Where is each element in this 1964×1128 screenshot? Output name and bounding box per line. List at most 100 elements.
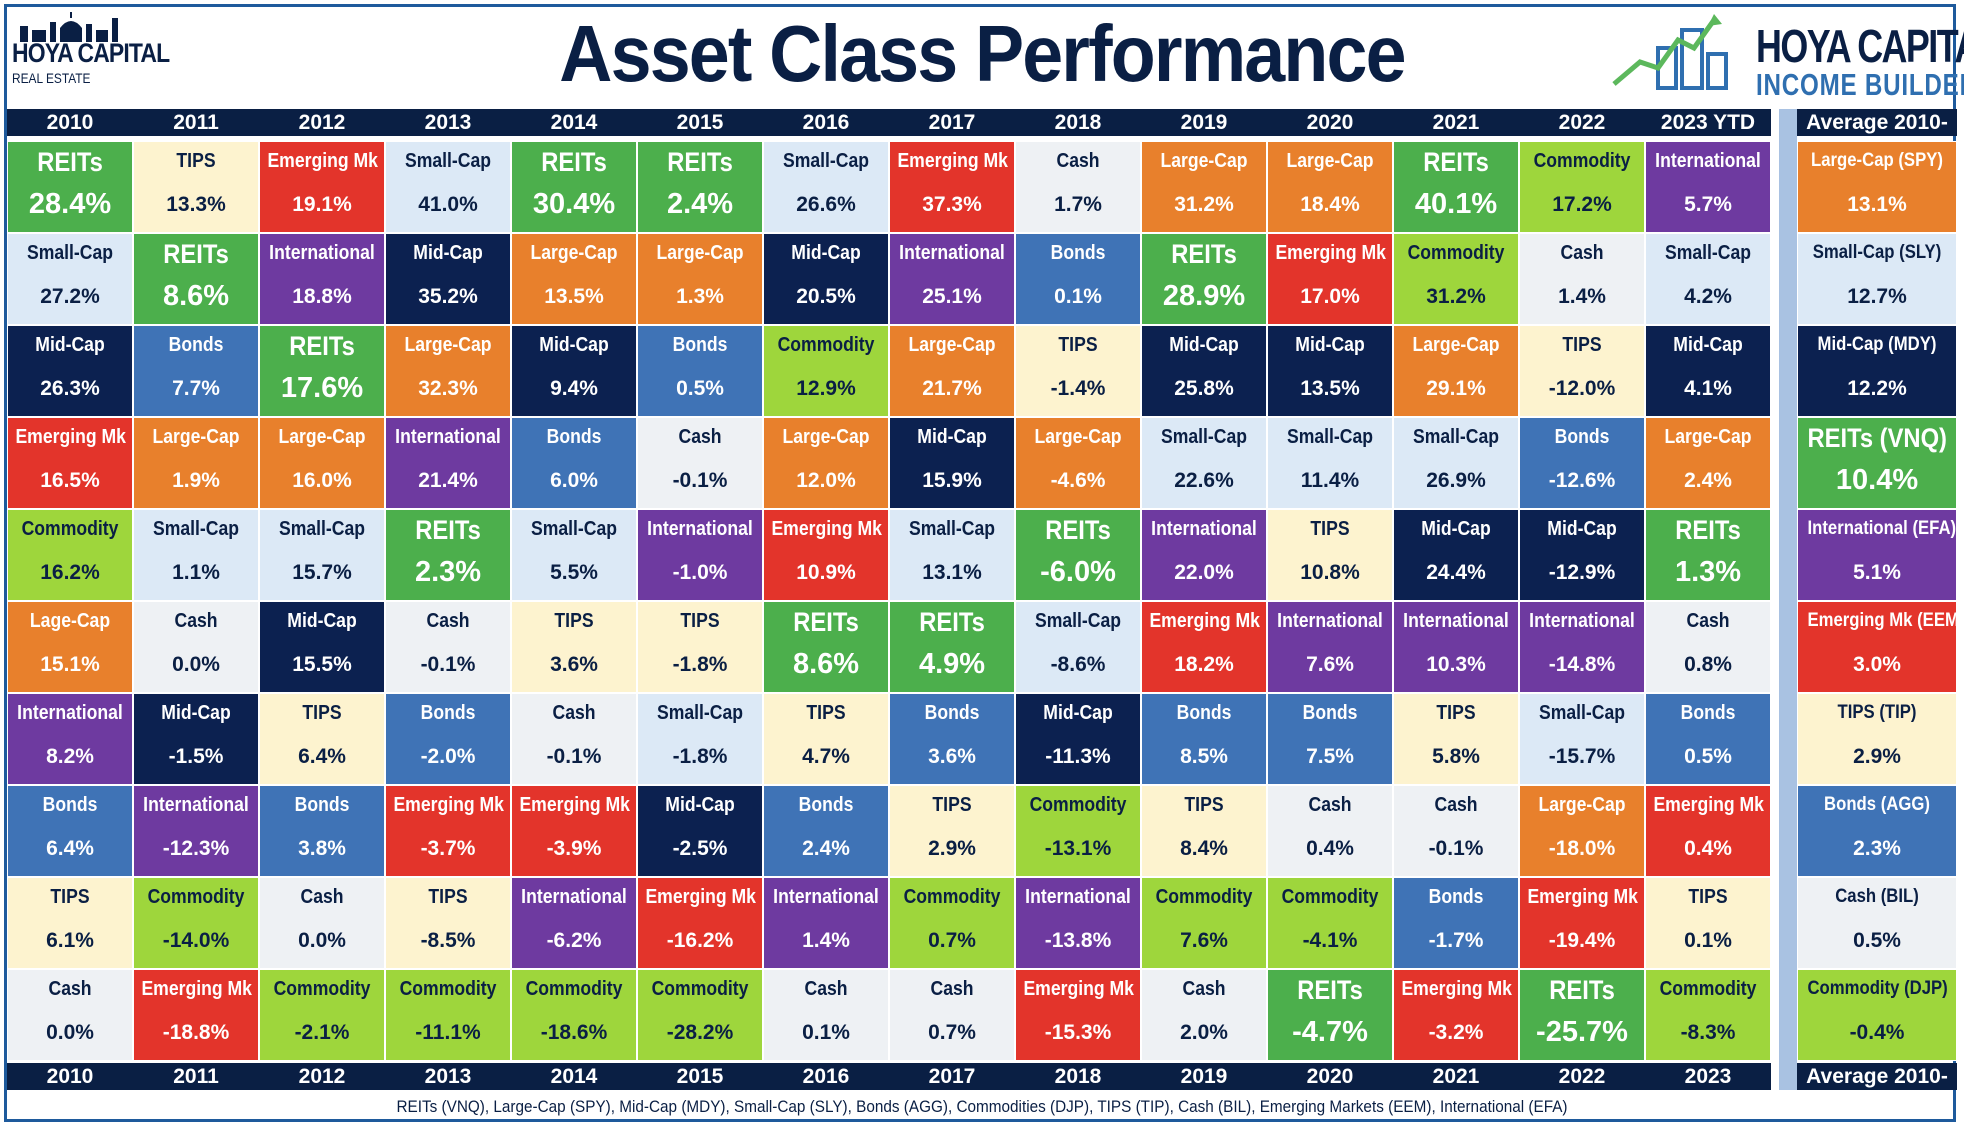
asset-cell: TIPS 10.8%: [1267, 509, 1393, 601]
asset-cell: Small-Cap 15.7%: [259, 509, 385, 601]
footer-legend: REITs (VNQ), Large-Cap (SPY), Mid-Cap (M…: [396, 1097, 1568, 1116]
asset-return: 22.6%: [1174, 469, 1234, 492]
asset-cell: Mid-Cap -11.3%: [1015, 693, 1141, 785]
asset-cell: REITs 40.1%: [1393, 141, 1519, 233]
asset-label: Cash: [678, 426, 722, 448]
asset-cell: Small-Cap 1.1%: [133, 509, 259, 601]
asset-label: Bonds: [924, 702, 980, 724]
asset-label: Bonds: [546, 426, 602, 448]
asset-cell: REITs -6.0%: [1015, 509, 1141, 601]
year-header-top: 2016: [763, 109, 889, 136]
asset-label: Bonds: [42, 794, 98, 816]
asset-cell: Mid-Cap -2.5%: [637, 785, 763, 877]
asset-return: -1.5%: [168, 745, 224, 768]
asset-label: REITs: [1171, 239, 1237, 269]
asset-label: TIPS: [1562, 334, 1602, 356]
year-header-top: 2011: [133, 109, 259, 136]
asset-cell: Bonds -12.6%: [1519, 417, 1645, 509]
asset-label: Mid-Cap: [791, 242, 861, 264]
logo-left-sub: REAL ESTATE: [12, 70, 91, 86]
average-divider: [1779, 109, 1797, 1090]
asset-cell: Mid-Cap 20.5%: [763, 233, 889, 325]
asset-cell: Large-Cap 1.9%: [133, 417, 259, 509]
asset-cell: International 25.1%: [889, 233, 1015, 325]
asset-cell: Commodity 7.6%: [1141, 877, 1267, 969]
asset-return: 3.8%: [298, 837, 346, 860]
asset-label: Mid-Cap: [665, 794, 735, 816]
asset-return: 2.4%: [666, 188, 734, 220]
asset-label: Small-Cap: [1286, 426, 1374, 448]
asset-cell: International 8.2%: [7, 693, 133, 785]
asset-return: -11.1%: [415, 1021, 481, 1044]
asset-return: 32.3%: [418, 377, 478, 400]
asset-cell: TIPS -1.8%: [637, 601, 763, 693]
asset-label: Small-Cap: [530, 518, 618, 540]
asset-return: 0.7%: [928, 1021, 976, 1044]
asset-cell: REITs -4.7%: [1267, 969, 1393, 1061]
year-header-bottom: 2021: [1393, 1063, 1519, 1090]
asset-cell: Emerging Mk 19.1%: [259, 141, 385, 233]
asset-label: Commodity: [399, 978, 497, 1000]
asset-label: Cash: [300, 886, 344, 908]
asset-cell: Cash -0.1%: [511, 693, 637, 785]
asset-label: International: [1529, 610, 1635, 632]
asset-cell: Commodity -14.0%: [133, 877, 259, 969]
asset-return: -16.2%: [666, 929, 734, 952]
asset-label: International: [269, 242, 375, 264]
year-header-bottom: 2011: [133, 1063, 259, 1090]
asset-cell: Mid-Cap 13.5%: [1267, 325, 1393, 417]
asset-return: 2.9%: [928, 837, 976, 860]
asset-cell: International -14.8%: [1519, 601, 1645, 693]
asset-label: International: [521, 886, 627, 908]
asset-cell: Large-Cap 1.3%: [637, 233, 763, 325]
average-cell: Large-Cap (SPY) 13.1%: [1797, 141, 1957, 233]
asset-return: 8.4%: [1180, 837, 1228, 860]
asset-label: Commodity: [147, 886, 245, 908]
asset-cell: Mid-Cap 25.8%: [1141, 325, 1267, 417]
asset-label: Emerging Mk: [1527, 886, 1638, 908]
asset-label: Commodity: [651, 978, 749, 1000]
year-header-bottom: 2016: [763, 1063, 889, 1090]
asset-label: Emerging Mk: [141, 978, 252, 1000]
asset-return: 18.2%: [1174, 653, 1234, 676]
asset-label: Small-Cap: [908, 518, 996, 540]
year-header-bottom: 2017: [889, 1063, 1015, 1090]
asset-cell: Commodity 16.2%: [7, 509, 133, 601]
asset-cell: International 10.3%: [1393, 601, 1519, 693]
asset-cell: Mid-Cap 15.5%: [259, 601, 385, 693]
asset-label: REITs: [289, 331, 355, 361]
asset-return: 5.7%: [1684, 193, 1732, 216]
asset-label: TIPS: [1058, 334, 1098, 356]
asset-return: 16.0%: [292, 469, 352, 492]
asset-label: Cash: [930, 978, 974, 1000]
asset-cell: Emerging Mk -16.2%: [637, 877, 763, 969]
asset-return: 27.2%: [40, 285, 100, 308]
asset-return: 3.6%: [550, 653, 598, 676]
asset-label: TIPS: [1688, 886, 1728, 908]
average-cell: Bonds (AGG) 2.3%: [1797, 785, 1957, 877]
year-header-bottom: 2018: [1015, 1063, 1141, 1090]
asset-label: Small-Cap: [1160, 426, 1248, 448]
average-cell: REITs (VNQ) 10.4%: [1797, 417, 1957, 509]
asset-label: International: [143, 794, 249, 816]
asset-cell: Bonds 6.0%: [511, 417, 637, 509]
asset-return: -15.7%: [1548, 745, 1616, 768]
asset-label: Cash: [1560, 242, 1604, 264]
year-header-bottom: 2012: [259, 1063, 385, 1090]
asset-cell: Bonds 7.7%: [133, 325, 259, 417]
asset-cell: Cash -0.1%: [385, 601, 511, 693]
asset-label: Large-Cap (SPY): [1811, 150, 1943, 171]
asset-cell: REITs 17.6%: [259, 325, 385, 417]
asset-cell: Commodity -11.1%: [385, 969, 511, 1061]
asset-label: Mid-Cap: [1547, 518, 1617, 540]
asset-label: REITs: [1045, 515, 1111, 545]
asset-cell: International -1.0%: [637, 509, 763, 601]
asset-label: Bonds: [1050, 242, 1106, 264]
asset-label: TIPS: [428, 886, 468, 908]
asset-return: -18.6%: [540, 1021, 608, 1044]
asset-return: 3.0%: [1853, 653, 1901, 676]
asset-label: Large-Cap: [278, 426, 366, 448]
asset-return: 13.5%: [544, 285, 604, 308]
asset-return: 1.4%: [802, 929, 850, 952]
asset-cell: International -6.2%: [511, 877, 637, 969]
